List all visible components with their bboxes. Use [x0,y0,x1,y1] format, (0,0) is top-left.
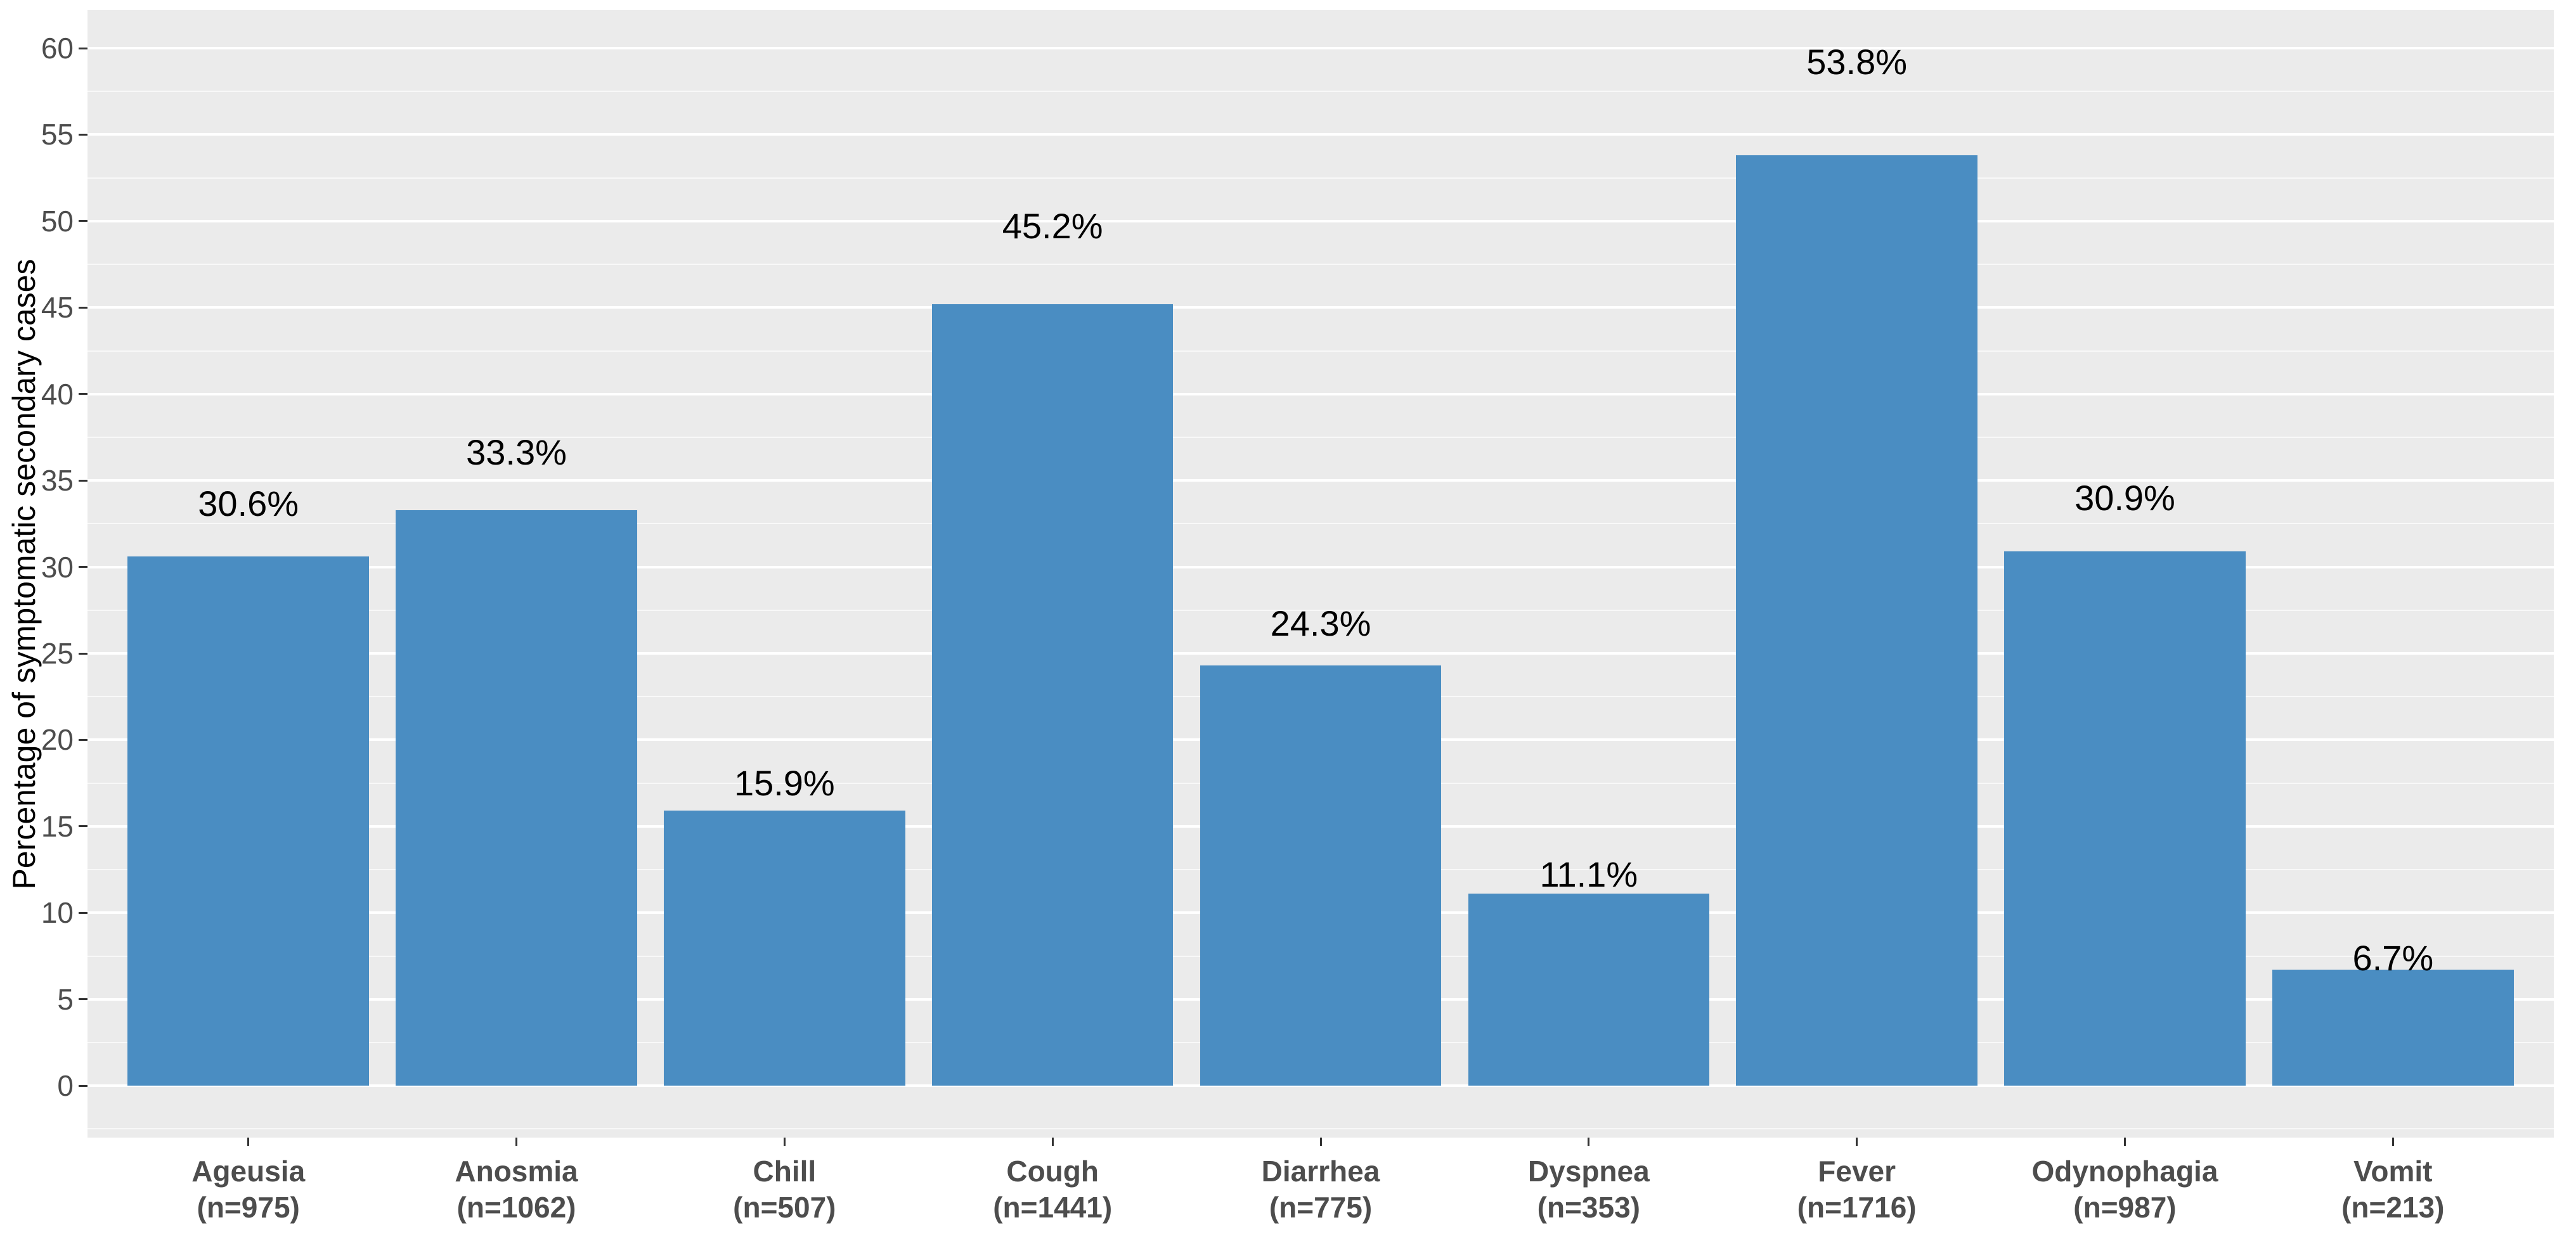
y-tick-label: 40 [41,377,74,411]
bar-value-label: 15.9% [734,762,835,803]
y-tick-label: 50 [41,204,74,238]
x-tick-label-n: (n=213) [2341,1191,2445,1224]
x-tick-mark [1051,1138,1054,1146]
bar [664,811,905,1086]
bar [1200,665,1442,1086]
gridline-minor [87,1128,2554,1130]
y-tick-label: 5 [57,982,74,1016]
gridline-major [87,479,2554,482]
bar-value-label: 33.3% [466,432,567,472]
x-tick-label: Chill (n=507) [638,1153,930,1226]
y-tick-mark [79,133,87,136]
gridline-minor [87,523,2554,525]
x-tick-label-category: Odynophagia [2031,1155,2218,1188]
bar [127,556,369,1086]
gridline-major [87,133,2554,136]
gridline-major [87,1084,2554,1088]
y-tick-label: 0 [57,1069,74,1103]
gridline-minor [87,264,2554,266]
y-tick-label: 60 [41,32,74,65]
y-tick-label: 45 [41,291,74,324]
bar [2272,970,2514,1086]
bar [931,304,1174,1086]
y-tick-mark [79,479,87,482]
x-tick-label-n: (n=1441) [993,1191,1113,1224]
y-tick-label: 10 [41,896,74,930]
bar-value-label: 53.8% [1806,42,1908,82]
bar [2004,551,2246,1086]
bar-value-label: 6.7% [2352,938,2434,979]
x-tick-label-category: Fever [1818,1155,1896,1188]
y-tick-mark [79,566,87,568]
x-tick-mark [2392,1138,2394,1146]
x-tick-label-n: (n=507) [733,1191,836,1224]
x-tick-label-category: Dyspnea [1527,1155,1650,1188]
x-tick-label: Ageusia (n=975) [103,1153,394,1226]
x-tick-mark [1856,1138,1858,1146]
x-tick-label-category: Vomit [2353,1155,2433,1188]
bar-value-label: 45.2% [1002,205,1103,246]
gridline-minor [87,609,2554,611]
y-tick-label: 35 [41,464,74,498]
x-tick-label-n: (n=1716) [1797,1191,1917,1224]
x-tick-mark [247,1138,250,1146]
y-tick-mark [79,306,87,309]
gridline-minor [87,91,2554,93]
y-tick-mark [79,738,87,741]
gridline-minor [87,436,2554,438]
y-tick-mark [79,911,87,914]
y-tick-mark [79,393,87,395]
x-tick-label: Cough (n=1441) [907,1153,1198,1226]
y-tick-mark [79,652,87,655]
x-tick-label-n: (n=1062) [456,1191,576,1224]
x-tick-label-n: (n=975) [197,1191,300,1224]
x-tick-label-category: Anosmia [455,1155,578,1188]
x-tick-mark [515,1138,518,1146]
gridline-major [87,306,2554,309]
x-tick-label: Fever (n=1716) [1711,1153,2003,1226]
x-tick-mark [1319,1138,1322,1146]
gridline-major [87,652,2554,655]
x-tick-mark [783,1138,786,1146]
gridline-minor [87,177,2554,179]
x-tick-label: Vomit (n=213) [2247,1153,2539,1226]
x-tick-label-category: Chill [753,1155,817,1188]
y-tick-label: 55 [41,118,74,151]
y-tick-mark [79,825,87,828]
bar [1736,155,1977,1086]
gridline-major [87,219,2554,222]
x-tick-label-category: Diarrhea [1261,1155,1380,1188]
y-tick-label: 15 [41,809,74,843]
bar-value-label: 30.6% [198,483,299,523]
bar-value-label: 24.3% [1270,603,1371,643]
bar-value-label: 30.9% [2074,477,2175,518]
y-tick-mark [79,220,87,222]
y-tick-mark [79,1084,87,1087]
gridline-major [87,47,2554,50]
x-tick-label: Dyspnea (n=353) [1443,1153,1735,1226]
x-tick-label-category: Cough [1006,1155,1099,1188]
gridline-minor [87,350,2554,352]
x-tick-mark [2123,1138,2126,1146]
gridline-major [87,392,2554,395]
x-tick-label: Diarrhea (n=775) [1175,1153,1466,1226]
plot-panel [87,10,2554,1138]
bar [1468,894,1710,1086]
x-tick-label-n: (n=353) [1537,1191,1640,1224]
gridline-major [87,565,2554,568]
y-tick-label: 30 [41,550,74,584]
x-tick-mark [1588,1138,1590,1146]
bar [396,510,637,1086]
y-tick-label: 20 [41,723,74,757]
bar-value-label: 11.1% [1539,854,1638,894]
x-tick-label-n: (n=775) [1269,1191,1373,1224]
x-tick-label-n: (n=987) [2073,1191,2177,1224]
x-tick-label: Anosmia (n=1062) [371,1153,663,1226]
y-tick-mark [79,47,87,49]
y-tick-label: 25 [41,637,74,670]
x-tick-label: Odynophagia (n=987) [1979,1153,2270,1226]
x-tick-label-category: Ageusia [191,1155,306,1188]
y-tick-mark [79,998,87,1001]
